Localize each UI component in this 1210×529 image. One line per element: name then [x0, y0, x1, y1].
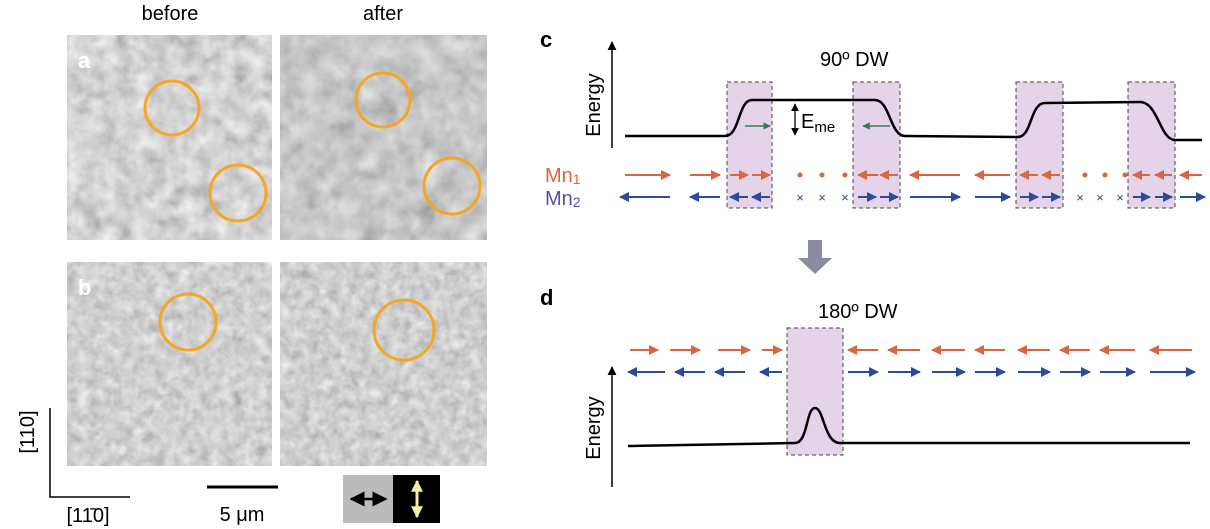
transition-arrow: [798, 240, 832, 274]
spin-dot: [1122, 172, 1128, 178]
energy-curve: [627, 406, 1190, 448]
orientation-vertical: [110]: [17, 411, 39, 454]
image-a-before: [67, 35, 272, 240]
sublattice-sub: 2: [573, 194, 581, 210]
y-axis-label: Energy: [583, 396, 605, 459]
eme-label: Eme: [801, 111, 835, 136]
spin-dot: [1102, 172, 1108, 178]
spin-cross: ×: [1116, 190, 1124, 205]
sublattice-base: Mn: [545, 188, 573, 210]
panel-label: d: [540, 285, 553, 310]
spin-dot: [819, 172, 825, 178]
panel-label: b: [78, 275, 91, 300]
spin-arrows: ×××××××: [619, 170, 1206, 380]
sublattice-sub: 1: [573, 171, 581, 187]
spin-dot: [842, 172, 848, 178]
panel-label: a: [78, 48, 91, 73]
spin-dot: [1082, 172, 1088, 178]
domain-walls-c: [726, 81, 1176, 209]
spin-dot: [797, 172, 803, 178]
panel-label: c: [540, 27, 552, 52]
circles: [143, 71, 482, 362]
panel-title: 180º DW: [818, 301, 898, 323]
sublattice-label: Mn1: [545, 165, 581, 187]
eme-sub: me: [814, 119, 835, 136]
orientation-axes: [49, 408, 130, 498]
energy-curve: [625, 98, 1202, 142]
column-header: after: [363, 3, 403, 25]
y-axis-label: Energy: [583, 73, 605, 136]
spin-cross: ×: [841, 190, 849, 205]
image-b-after: [280, 262, 487, 466]
sublattice-base: Mn: [545, 165, 573, 187]
domain-wall-d: [786, 327, 844, 456]
column-header: before: [142, 3, 199, 25]
spin-cross: ×: [818, 190, 826, 205]
image-b-before: [67, 262, 272, 466]
spin-cross: ×: [1096, 190, 1104, 205]
sublattice-label: Mn2: [545, 188, 581, 210]
panel-title: 90º DW: [820, 49, 889, 71]
spin-cross: ×: [1076, 190, 1084, 205]
eme-base: E: [801, 111, 814, 133]
spin-cross: ×: [796, 190, 804, 205]
scale-bar-label: 5 μm: [220, 504, 265, 526]
image-a-after: [280, 35, 487, 240]
orientation-horizontal: [11̄0]: [67, 505, 110, 527]
polarization-key: [343, 475, 440, 523]
